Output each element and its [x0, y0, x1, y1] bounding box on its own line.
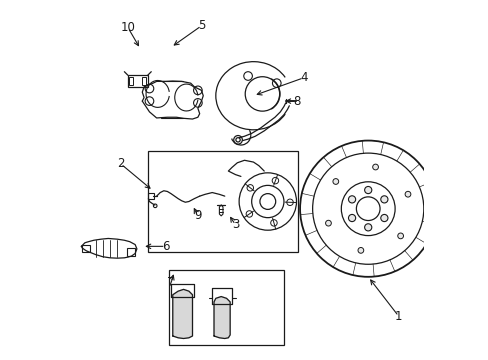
- Circle shape: [397, 233, 403, 239]
- Bar: [82, 244, 90, 252]
- Circle shape: [348, 215, 355, 222]
- Polygon shape: [214, 297, 230, 338]
- Text: 2: 2: [117, 157, 124, 170]
- Circle shape: [332, 179, 338, 184]
- Circle shape: [348, 196, 355, 203]
- Text: 7: 7: [167, 276, 174, 289]
- Circle shape: [364, 186, 371, 194]
- Bar: [148, 193, 153, 199]
- Circle shape: [325, 220, 331, 226]
- Bar: [147, 151, 298, 252]
- Text: 6: 6: [162, 240, 169, 253]
- Circle shape: [372, 164, 378, 170]
- Text: 10: 10: [120, 21, 135, 34]
- Bar: [169, 270, 284, 345]
- Circle shape: [357, 247, 363, 253]
- Circle shape: [380, 196, 387, 203]
- Polygon shape: [172, 289, 192, 338]
- Circle shape: [404, 192, 410, 197]
- Bar: [129, 77, 133, 85]
- Bar: [127, 248, 135, 256]
- Text: 1: 1: [394, 310, 402, 323]
- Text: 5: 5: [197, 19, 205, 32]
- Bar: [142, 77, 145, 85]
- Text: 9: 9: [194, 210, 201, 222]
- Text: 8: 8: [292, 95, 300, 108]
- Text: 3: 3: [231, 218, 239, 231]
- Text: 4: 4: [299, 71, 307, 84]
- Circle shape: [364, 224, 371, 231]
- Bar: [128, 75, 147, 87]
- Circle shape: [380, 215, 387, 222]
